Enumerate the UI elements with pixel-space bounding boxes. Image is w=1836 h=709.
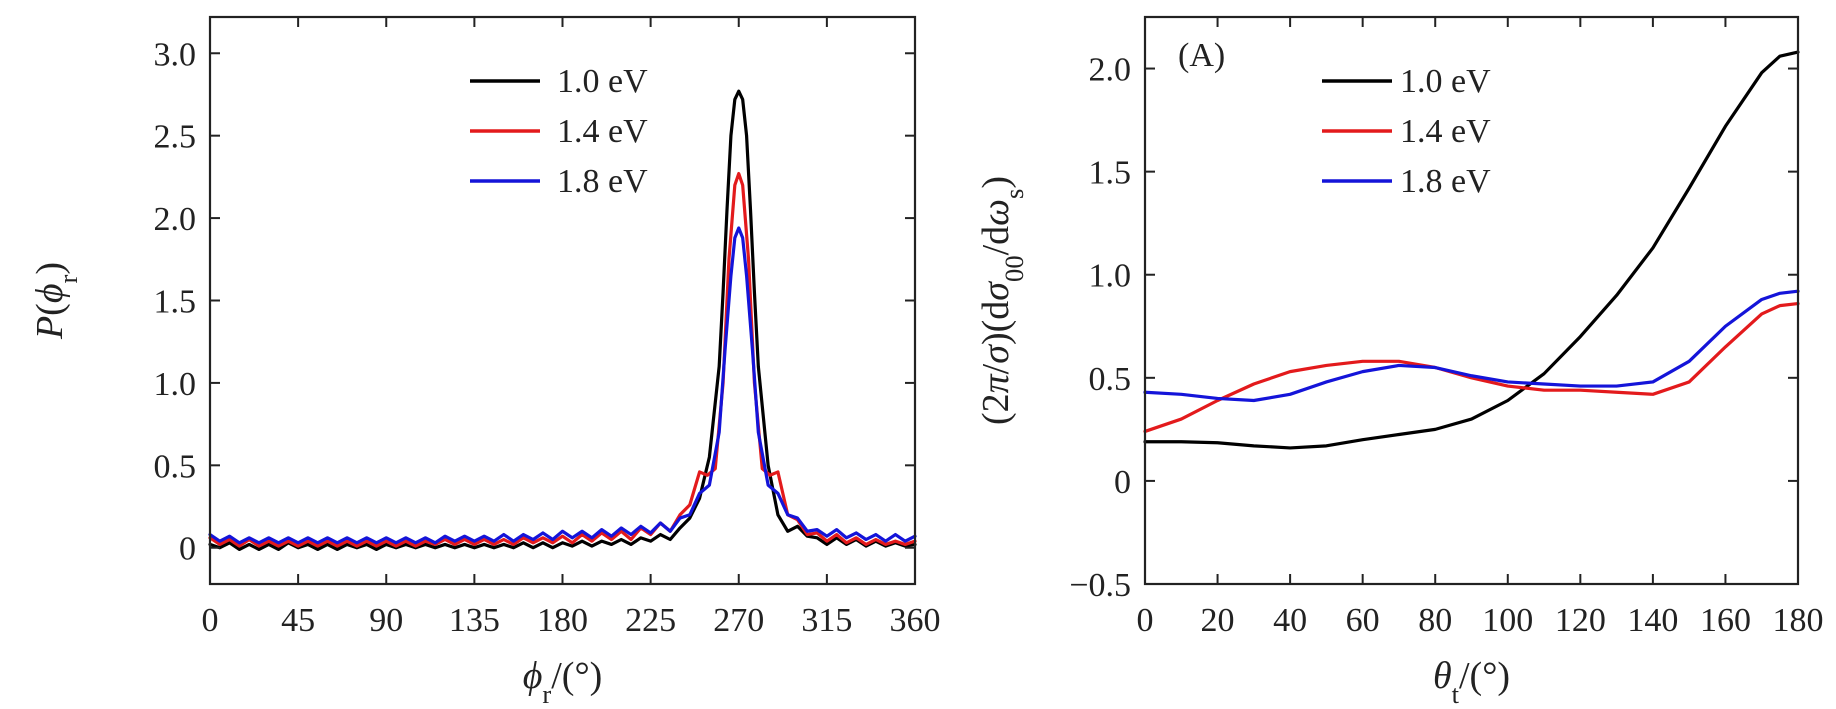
right-x-tick-label: 140	[1627, 602, 1678, 639]
left-x-tick-label: 45	[281, 602, 315, 639]
right-x-tick-label: 20	[1201, 602, 1235, 639]
right-series-line-0	[1143, 50, 1800, 450]
left-legend: 1.0 eV 1.4 eV 1.8 eV	[470, 63, 648, 200]
left-series-line-0	[208, 89, 917, 551]
left-y-axis-label: P(ϕr)	[29, 262, 83, 340]
right-chart: 0 20 40 60 80 100 120 140 160 180−0.500.51.01.52.…	[975, 15, 1824, 709]
left-x-axis-label: ϕr/(°)	[523, 655, 603, 709]
left-x-tick-label: 315	[801, 602, 852, 639]
left-series-line-2	[208, 226, 917, 545]
right-x-tick-label: 120	[1555, 602, 1606, 639]
right-x-tick-label: 0	[1137, 602, 1154, 639]
right-x-tick-label: 100	[1482, 602, 1533, 639]
left-x-tick-label: 135	[449, 602, 500, 639]
left-x-tick-label: 90	[369, 602, 403, 639]
left-y-tick-label: 0.5	[154, 448, 197, 485]
right-legend-label-1: 1.4 eV	[1400, 113, 1491, 150]
left-legend-label-2: 1.8 eV	[557, 163, 648, 200]
right-x-tick-label: 160	[1700, 602, 1751, 639]
left-x-tick-label: 0	[202, 602, 219, 639]
right-y-tick-label: −0.5	[1069, 567, 1131, 604]
right-x-tick-label: 40	[1273, 602, 1307, 639]
right-y-tick-label: 0	[1114, 464, 1131, 501]
right-y-tick-label: 1.0	[1089, 258, 1132, 295]
right-x-tick-label: 80	[1418, 602, 1452, 639]
left-x-tick-label: 225	[625, 602, 676, 639]
left-x-tick-label: 360	[890, 602, 941, 639]
left-x-tick-label: 180	[537, 602, 588, 639]
left-y-tick-label: 0	[179, 531, 196, 568]
left-y-tick-label: 3.0	[154, 36, 197, 73]
right-y-tick-label: 2.0	[1089, 52, 1132, 89]
right-x-axis-label: θt/(°)	[1433, 655, 1510, 709]
left-legend-label-0: 1.0 eV	[557, 63, 648, 100]
right-legend-label-0: 1.0 eV	[1400, 63, 1491, 100]
left-series-line-1	[208, 171, 917, 548]
right-plot-frame	[1143, 15, 1800, 586]
left-plot-frame	[208, 15, 917, 586]
right-legend-label-2: 1.8 eV	[1400, 163, 1491, 200]
right-series-line-1	[1143, 301, 1800, 434]
right-x-tick-label: 60	[1346, 602, 1380, 639]
left-y-tick-label: 2.0	[154, 201, 197, 238]
right-legend: 1.0 eV 1.4 eV 1.8 eV	[1322, 63, 1491, 200]
right-x-tick-label: 180	[1773, 602, 1824, 639]
left-chart: 0 45 90 135 180 225 270 315 360 0 0.5 1.0 1.5 2.0 2.5 3…	[29, 15, 941, 709]
right-y-tick-label: 1.5	[1089, 155, 1132, 192]
left-y-tick-label: 2.5	[154, 119, 197, 156]
right-panel-label: (A)	[1178, 37, 1225, 74]
left-legend-label-1: 1.4 eV	[557, 113, 648, 150]
left-y-tick-label: 1.5	[154, 284, 197, 321]
right-y-axis-label: (2π/σ)(dσ00/dωs)	[975, 176, 1029, 425]
right-y-tick-label: 0.5	[1089, 361, 1132, 398]
left-y-tick-label: 1.0	[154, 366, 197, 403]
right-series-line-2	[1143, 289, 1800, 403]
left-x-tick-label: 270	[713, 602, 764, 639]
